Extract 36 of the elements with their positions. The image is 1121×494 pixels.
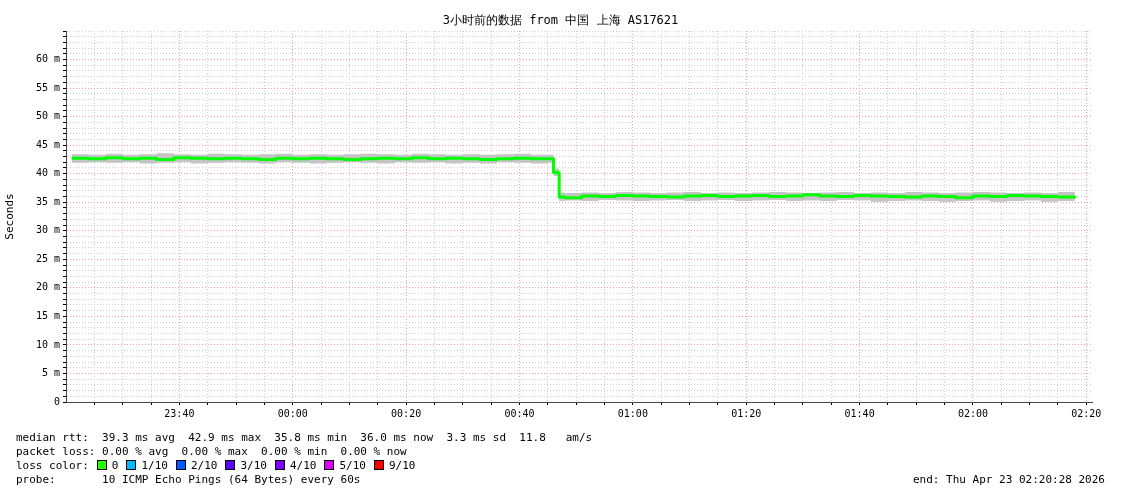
- x-tick-label: 00:20: [391, 407, 422, 419]
- text: end: Thu Apr 23 02:20:28 2026: [912, 473, 1105, 486]
- y-tick-label: 30 m: [35, 224, 60, 236]
- y-tick-label: 40 m: [35, 167, 60, 179]
- x-tick-label: 02:00: [957, 407, 989, 419]
- y-axis-title: Seconds: [3, 193, 17, 240]
- x-tick-label: 01:20: [731, 407, 762, 419]
- text: median rtt: 39.3 ms avg 42.9 ms max 35.8 ms min 36.0 ms now 3.3 ms sd 11.8 am/s: [16, 431, 593, 445]
- chart-title: 3小时前的数据 from 中国 上海 AS17621: [441, 12, 680, 29]
- x-tick-label: 00:40: [504, 407, 535, 419]
- text: packet loss: 0.00 % avg 0.00 % max 0.00 % min 0.00 % now: [16, 445, 407, 459]
- y-tick-label: 25 m: [35, 252, 60, 264]
- x-tick-label: 02:20: [1071, 407, 1102, 419]
- text: 9/10: [388, 459, 416, 472]
- x-tick-label: 01:00: [617, 407, 648, 419]
- y-tick-label: 5 m: [41, 367, 60, 379]
- text: 3/10: [240, 459, 267, 472]
- x-tick-label: 01:40: [844, 407, 875, 419]
- text: 0: [111, 459, 119, 472]
- y-tick-label: 50 m: [35, 110, 60, 122]
- y-tick-label: 10 m: [35, 338, 60, 350]
- x-tick-label: 00:00: [277, 407, 308, 419]
- text: 5/10: [339, 459, 366, 472]
- x-tick-label: 23:40: [164, 407, 195, 419]
- y-tick-label: 35 m: [35, 195, 60, 207]
- y-tick-label: 20 m: [35, 281, 60, 293]
- text: probe: 10 ICMP Echo Pings (64 Bytes) every 60s: [16, 473, 361, 487]
- text: 1/10: [141, 459, 168, 472]
- text: 2/10: [190, 459, 218, 472]
- y-tick-label: 55 m: [35, 81, 60, 93]
- y-tick-label: 45 m: [35, 138, 60, 150]
- y-tick-label: 60 m: [35, 53, 60, 65]
- text: loss color:: [16, 459, 89, 472]
- y-tick-label: 0: [53, 395, 60, 407]
- text: 4/10: [289, 459, 317, 472]
- y-tick-label: 15 m: [35, 309, 60, 321]
